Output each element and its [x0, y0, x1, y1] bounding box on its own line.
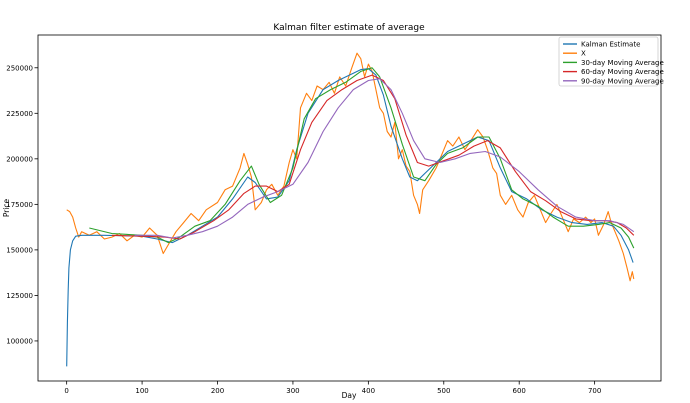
series-line-x [66, 52, 635, 282]
y-tick-label: 175000 [6, 201, 33, 209]
y-tick-label: 200000 [6, 155, 33, 163]
x-axis-label: Day [342, 391, 357, 400]
x-tick-label: 200 [211, 387, 224, 395]
x-tick-label: 100 [135, 387, 148, 395]
x-axis: 0 100 200 300 400 500 600 700 [64, 381, 601, 395]
x-tick-label: 0 [64, 387, 68, 395]
legend-entry: 30-day Moving Average [581, 59, 664, 67]
series-line-90-day-moving-average [134, 78, 635, 239]
y-tick-label: 125000 [6, 292, 33, 300]
x-tick-label: 700 [588, 387, 601, 395]
y-axis-label: Price [2, 198, 11, 217]
x-tick-label: 400 [362, 387, 375, 395]
plot-area [37, 34, 662, 382]
legend-entry: X [581, 50, 586, 58]
x-tick-label: 500 [437, 387, 450, 395]
legend-box [558, 36, 659, 87]
y-tick-label: 225000 [6, 110, 33, 118]
legend-entry: 60-day Moving Average [581, 68, 664, 76]
chart-title: Kalman filter estimate of average [273, 23, 425, 33]
x-tick-label: 600 [513, 387, 526, 395]
legend-entry: Kalman Estimate [581, 41, 640, 49]
series-line-60-day-moving-average [111, 74, 635, 240]
y-tick-label: 250000 [6, 64, 33, 72]
x-tick-label: 300 [286, 387, 299, 395]
y-axis: 100000 125000 150000 175000 200000 225000 2500… [6, 64, 38, 345]
series-layer [66, 52, 635, 367]
y-tick-label: 150000 [6, 246, 33, 254]
legend-entry: 90-day Moving Average [581, 77, 664, 85]
y-tick-label: 100000 [6, 337, 33, 345]
series-line-30-day-moving-average [89, 67, 635, 249]
